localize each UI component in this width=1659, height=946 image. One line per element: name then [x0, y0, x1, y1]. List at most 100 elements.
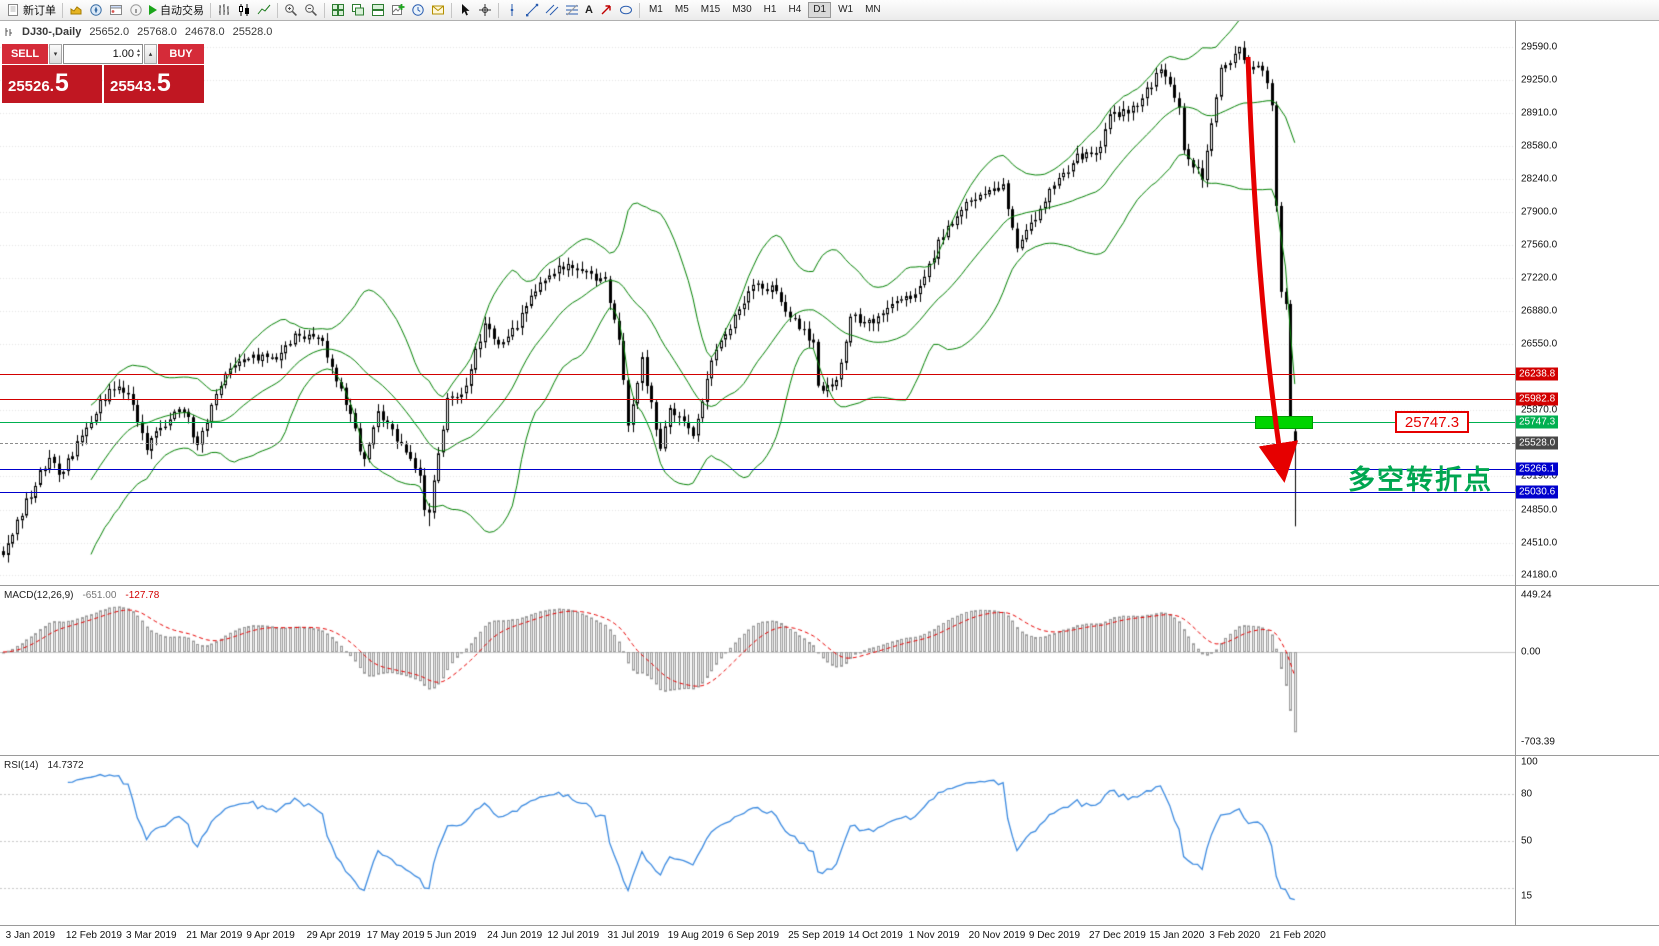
volume-input[interactable]: 1.00 ▴ ▾ — [63, 44, 143, 64]
volume-value: 1.00 — [112, 48, 134, 60]
timeframe-m15-button[interactable]: M15 — [700, 4, 721, 15]
price-axis-label: 25190.0 — [1521, 470, 1558, 482]
cascade-windows-button[interactable] — [348, 1, 368, 19]
toolbar-separator — [638, 2, 640, 18]
timeframe-m30-button[interactable]: M30 — [732, 4, 752, 15]
one-click-trading-panel: SELL ▾ 1.00 ▴ ▾ ▴ BUY 25526. 5 25543. 5 — [2, 44, 204, 103]
shapes-tool-button[interactable] — [616, 1, 636, 19]
level-price-tag: 25030.6 — [1516, 485, 1559, 499]
price-axis-label: 24850.0 — [1521, 504, 1558, 516]
new-chart-button[interactable] — [388, 1, 408, 19]
level-line-resistance-2[interactable] — [0, 399, 1515, 400]
trend-line-tool-button[interactable] — [522, 1, 542, 19]
cascade-windows-icon — [352, 4, 364, 16]
symbol-label: DJ30-,Daily — [22, 26, 82, 38]
date-axis-label: 21 Feb 2020 — [1269, 930, 1326, 941]
channel-tool-button[interactable] — [542, 1, 562, 19]
auto-trading-button[interactable]: 自动交易 — [146, 1, 207, 19]
sell-price-button[interactable]: 25526. 5 — [2, 65, 102, 103]
rsi-panel-canvas[interactable] — [0, 756, 1515, 925]
cursor-tool-button[interactable] — [455, 1, 475, 19]
timeframe-d1-button[interactable]: D1 — [808, 2, 832, 18]
price-axis-label: 26880.0 — [1521, 305, 1558, 317]
bar-chart-mode-button[interactable] — [214, 1, 234, 19]
spinner-up-icon[interactable]: ▴ — [136, 48, 140, 54]
navigator-button[interactable] — [86, 1, 106, 19]
timeframe-h1-button[interactable]: H1 — [763, 4, 777, 15]
fibonacci-tool-button[interactable] — [562, 1, 582, 19]
chart-info-icon — [5, 28, 12, 36]
spinner-down-icon[interactable]: ▾ — [136, 53, 140, 59]
panel-separator-dates[interactable] — [0, 925, 1659, 926]
cursor-icon — [462, 4, 470, 16]
date-axis-label: 17 May 2019 — [366, 930, 425, 941]
help-button[interactable] — [126, 1, 146, 19]
auto-trading-icon — [149, 5, 157, 15]
sell-price: 25526. — [8, 78, 54, 95]
timeframe-h4-button[interactable]: H4 — [788, 4, 802, 15]
price-callout-box[interactable]: 25747.3 — [1395, 411, 1469, 433]
line-chart-mode-button[interactable] — [254, 1, 274, 19]
zoom-in-icon — [285, 4, 297, 16]
support-zone-highlight[interactable] — [1255, 416, 1313, 429]
panel-separator-macd[interactable] — [0, 585, 1659, 586]
price-axis-label: 26550.0 — [1521, 338, 1558, 350]
date-axis-label: 3 Feb 2020 — [1209, 930, 1261, 941]
new-order-button[interactable]: 新订单 — [3, 1, 59, 19]
level-line-pivot-green[interactable] — [0, 422, 1515, 423]
line-chart-icon — [257, 4, 271, 15]
sell-button[interactable]: SELL — [2, 44, 48, 64]
volume-increase-button[interactable]: ▴ — [144, 44, 157, 64]
arrange-windows-icon — [372, 4, 384, 16]
date-axis-label: 9 Dec 2019 — [1028, 930, 1081, 941]
zoom-in-button[interactable] — [281, 1, 301, 19]
price-axis-label: 29250.0 — [1521, 74, 1558, 86]
level-line-support-1[interactable] — [0, 469, 1515, 470]
arrow-tool-button[interactable] — [596, 1, 616, 19]
rsi-axis-label: 15 — [1521, 890, 1533, 902]
date-axis-label: 3 Mar 2019 — [126, 930, 177, 941]
mail-icon — [432, 5, 444, 15]
level-price-tag: 26238.8 — [1516, 367, 1559, 381]
timeframe-m5-button[interactable]: M5 — [674, 4, 689, 15]
level-line-support-2[interactable] — [0, 492, 1515, 493]
tile-windows-button[interactable] — [328, 1, 348, 19]
buy-button[interactable]: BUY — [158, 44, 204, 64]
price-axis-label: 27560.0 — [1521, 239, 1558, 251]
current-price-line — [0, 443, 1515, 444]
date-axis-label: 19 Aug 2019 — [667, 930, 724, 941]
turning-point-label[interactable]: 多空转折点 — [1348, 465, 1493, 495]
candlestick-mode-button[interactable] — [234, 1, 254, 19]
terminal-button[interactable] — [106, 1, 126, 19]
zoom-out-button[interactable] — [301, 1, 321, 19]
timeframe-w1-button[interactable]: W1 — [838, 4, 854, 15]
crosshair-tool-button[interactable] — [475, 1, 495, 19]
panel-separator-rsi[interactable] — [0, 755, 1659, 756]
period-button[interactable] — [408, 1, 428, 19]
toolbar-separator — [210, 2, 211, 18]
timeframe-m1-button[interactable]: M1 — [648, 4, 663, 15]
text-tool-button[interactable]: A — [582, 1, 596, 19]
toolbar-separator — [62, 2, 63, 18]
rsi-axis-label: 80 — [1521, 788, 1533, 800]
buy-price-button[interactable]: 25543. 5 — [104, 65, 204, 103]
time-axis[interactable]: 3 Jan 2019 12 Feb 2019 3 Mar 2019 21 Mar 20… — [0, 926, 1659, 946]
buy-price-big-digit: 5 — [156, 69, 171, 97]
new-chart-plus-icon — [392, 4, 405, 15]
arrange-windows-button[interactable] — [368, 1, 388, 19]
toolbar-separator — [277, 2, 278, 18]
crash-arrow[interactable] — [1245, 56, 1299, 483]
vertical-line-tool-button[interactable] — [502, 1, 522, 19]
date-axis-label: 21 Mar 2019 — [186, 930, 243, 941]
timeframe-mn-button[interactable]: MN — [865, 4, 881, 15]
market-watch-button[interactable] — [66, 1, 86, 19]
macd-panel-canvas[interactable] — [0, 586, 1515, 755]
volume-spinner[interactable]: ▴ ▾ — [136, 48, 140, 59]
price-axis-label: 27220.0 — [1521, 272, 1558, 284]
volume-decrease-button[interactable]: ▾ — [49, 44, 62, 64]
mail-button[interactable] — [428, 1, 448, 19]
level-line-resistance-1[interactable] — [0, 374, 1515, 375]
toolbar-separator — [324, 2, 325, 18]
terminal-icon — [110, 5, 122, 15]
date-axis-label: 12 Feb 2019 — [65, 930, 122, 941]
